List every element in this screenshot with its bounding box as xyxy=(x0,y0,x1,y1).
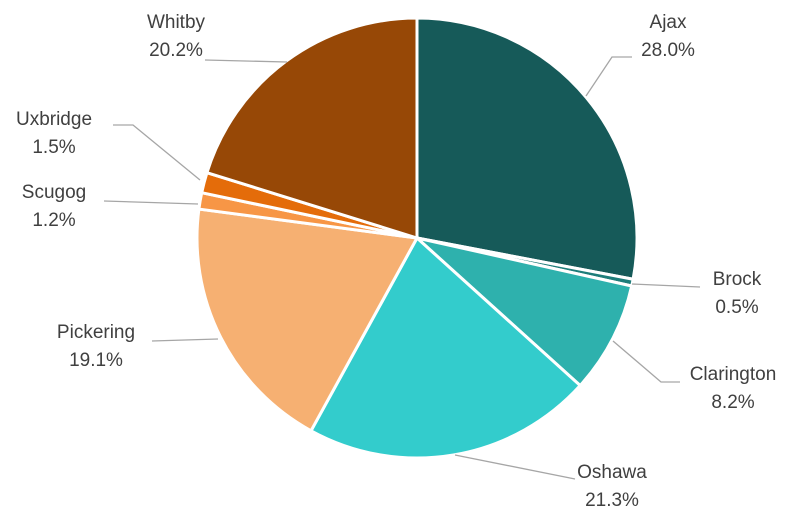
leader-line-oshawa xyxy=(454,454,576,480)
pie-slice-oshawa xyxy=(309,236,582,460)
slice-value-scugog: 1.2% xyxy=(32,210,75,231)
leader-line-pickering xyxy=(151,338,219,342)
leader-line-clarington xyxy=(612,340,680,383)
slice-label-ajax: Ajax xyxy=(650,12,687,33)
pie-slice-ajax xyxy=(415,16,639,281)
leader-line-uxbridge xyxy=(113,124,201,181)
pie-slice-clarington xyxy=(415,236,634,388)
leader-line-ajax xyxy=(585,56,632,97)
slice-label-whitby: Whitby xyxy=(147,12,206,33)
slice-value-oshawa: 21.3% xyxy=(585,490,639,510)
slice-value-clarington: 8.2% xyxy=(711,392,754,413)
leader-lines-layer xyxy=(103,56,701,480)
leader-line-brock xyxy=(631,283,701,288)
slice-label-scugog: Scugog xyxy=(22,182,86,203)
slice-label-clarington: Clarington xyxy=(690,364,777,385)
slice-value-brock: 0.5% xyxy=(715,297,758,318)
slice-value-whitby: 20.2% xyxy=(149,40,203,61)
slice-value-uxbridge: 1.5% xyxy=(32,137,75,158)
pie-slice-pickering xyxy=(195,207,419,433)
data-labels-layer: Ajax 28.0% Brock 0.5% Clarington 8.2% Oshawa 21… xyxy=(16,12,777,511)
slice-label-pickering: Pickering xyxy=(57,322,135,343)
leader-line-whitby xyxy=(204,59,288,63)
slice-label-oshawa: Oshawa xyxy=(577,462,647,483)
slice-value-pickering: 19.1% xyxy=(69,350,123,371)
slice-label-brock: Brock xyxy=(713,269,762,290)
slices-layer xyxy=(195,16,639,460)
slice-label-uxbridge: Uxbridge xyxy=(16,109,92,130)
pie-slice-whitby xyxy=(205,16,419,240)
leader-line-scugog xyxy=(103,200,199,205)
slice-value-ajax: 28.0% xyxy=(641,40,695,61)
